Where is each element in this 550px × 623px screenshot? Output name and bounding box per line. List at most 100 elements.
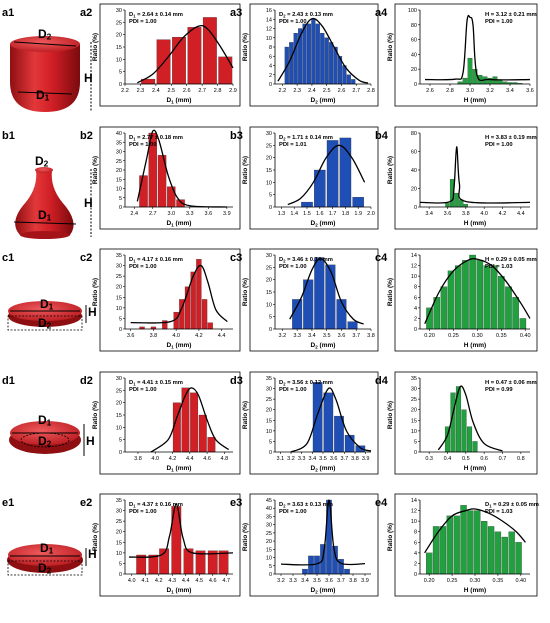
- x-tick-label: 3.3: [293, 333, 301, 339]
- bar: [181, 387, 190, 453]
- x-tick-label: 3.7: [341, 456, 349, 462]
- chart-frame: [249, 3, 379, 107]
- bar: [325, 264, 336, 330]
- y-tick-label: 5: [119, 561, 122, 567]
- y-axis-label: Ratio (%): [92, 156, 99, 184]
- y-tick-label: 35: [266, 376, 272, 382]
- dimension-box: [7, 560, 83, 576]
- y-tick-label: 40: [411, 52, 417, 58]
- bar: [469, 254, 476, 330]
- x-tick-label: 4.2: [499, 211, 507, 217]
- stat-pdi: PDI = 1.00: [129, 509, 157, 515]
- y-tick-label: 10: [266, 36, 272, 42]
- x-tick-label: 0.6: [480, 456, 488, 462]
- y-tick-label: 15: [266, 547, 272, 553]
- x-tick-label: 2.2: [121, 88, 129, 94]
- stat-pdi: PDI = 1.00: [485, 142, 513, 148]
- bar: [439, 526, 447, 575]
- x-tick-label: 3.6: [330, 456, 338, 462]
- x-tick-label: 2.9: [229, 88, 237, 94]
- x-tick-label: 3.8: [150, 333, 158, 339]
- x-tick-label: 4.7: [222, 578, 230, 584]
- bar: [315, 23, 320, 85]
- y-tick-label: 2: [269, 73, 272, 79]
- bar: [463, 204, 468, 208]
- y-tick-label: 15: [266, 418, 272, 424]
- dimension-label: D1: [40, 541, 54, 556]
- y-tick-label: 15: [116, 45, 122, 51]
- stat-mean: H = 3.12 ± 0.21 mm: [485, 12, 537, 18]
- x-axis-label: H (mm): [464, 587, 486, 594]
- bar: [474, 510, 481, 575]
- fit-curve: [280, 499, 366, 566]
- chart-b4: b4 0 20 40 60 80 3.4 3.6 3.8 4.0 4.2 4.4 H (mm) Ratio…: [375, 126, 538, 230]
- dimension-label: H: [88, 547, 97, 561]
- y-tick-label: 2: [414, 316, 417, 322]
- x-tick-label: 3.9: [362, 456, 370, 462]
- y-tick-label: 20: [116, 285, 122, 291]
- bar: [218, 550, 229, 575]
- x-tick-label: 0.3: [425, 456, 433, 462]
- y-tick-label: 40: [116, 131, 122, 137]
- y-tick-label: 5: [119, 70, 122, 76]
- fit-curve: [424, 14, 531, 82]
- x-tick-label: 3.5: [319, 456, 327, 462]
- x-tick-label: 2.4: [130, 211, 138, 217]
- chart-frame: [99, 126, 241, 230]
- x-tick-label: 0.7: [499, 456, 507, 462]
- x-tick-label: 3.6: [127, 333, 135, 339]
- x-tick-label: 1.4: [290, 211, 298, 217]
- x-tick-label: 3.7: [337, 578, 345, 584]
- x-axis-label: H (mm): [464, 342, 486, 349]
- bar: [498, 276, 505, 330]
- bar: [314, 555, 320, 575]
- y-tick-label: 30: [266, 387, 272, 393]
- y-tick-label: 20: [116, 33, 122, 39]
- fit-curve: [137, 24, 234, 84]
- x-tick-label: 2.6: [183, 88, 191, 94]
- bar: [336, 299, 347, 330]
- stat-pdi: PDI = 1.00: [279, 264, 307, 270]
- stat-pdi: PDI = 0.99: [485, 387, 513, 393]
- x-tick-label: 3.8: [367, 333, 375, 339]
- panel-label: d3: [230, 375, 243, 387]
- y-tick-label: 5: [269, 564, 272, 570]
- panel-label: e3: [230, 497, 242, 509]
- y-tick-label: 15: [411, 418, 417, 424]
- dimension-label: D1: [38, 208, 52, 223]
- panel-label: c3: [230, 252, 242, 264]
- y-axis-label: Ratio (%): [92, 278, 99, 306]
- stat-pdi: PDI = 1.00: [129, 264, 157, 270]
- x-tick-label: 4.4: [218, 333, 226, 339]
- y-tick-label: 30: [116, 264, 122, 270]
- y-tick-label: 5: [414, 439, 417, 445]
- y-tick-label: 6: [269, 54, 272, 60]
- y-tick-label: 0: [269, 82, 272, 88]
- panel-label: d1: [2, 375, 15, 387]
- y-axis-label: Ratio (%): [242, 156, 249, 184]
- y-tick-label: 15: [116, 295, 122, 301]
- chart-frame: [394, 126, 538, 230]
- stat-mean: D1 = 2.77 ± 0.18 mm: [129, 135, 183, 142]
- x-tick-label: 2.3: [293, 88, 301, 94]
- x-tick-label: 4.0: [128, 578, 136, 584]
- y-tick-label: 0: [414, 205, 417, 211]
- bar: [462, 260, 469, 330]
- x-tick-label: 0.35: [496, 333, 507, 339]
- y-axis-label: Ratio (%): [387, 156, 394, 184]
- x-tick-label: 3.6: [338, 333, 346, 339]
- y-tick-label: 15: [116, 540, 122, 546]
- bar: [311, 19, 316, 85]
- fit-curve: [289, 258, 364, 325]
- fit-curve: [437, 385, 503, 452]
- y-tick-label: 0: [414, 327, 417, 333]
- y-tick-label: 80: [411, 131, 417, 137]
- y-tick-label: 5: [119, 316, 122, 322]
- stat-pdi: PDI = 1.00: [129, 387, 157, 393]
- x-axis-label: D1 (mm): [167, 220, 192, 228]
- bar: [314, 257, 325, 330]
- bar: [483, 265, 491, 330]
- dimension-label: D2: [35, 154, 49, 169]
- y-axis-label: Ratio (%): [242, 523, 249, 551]
- x-tick-label: 4.0: [172, 333, 180, 339]
